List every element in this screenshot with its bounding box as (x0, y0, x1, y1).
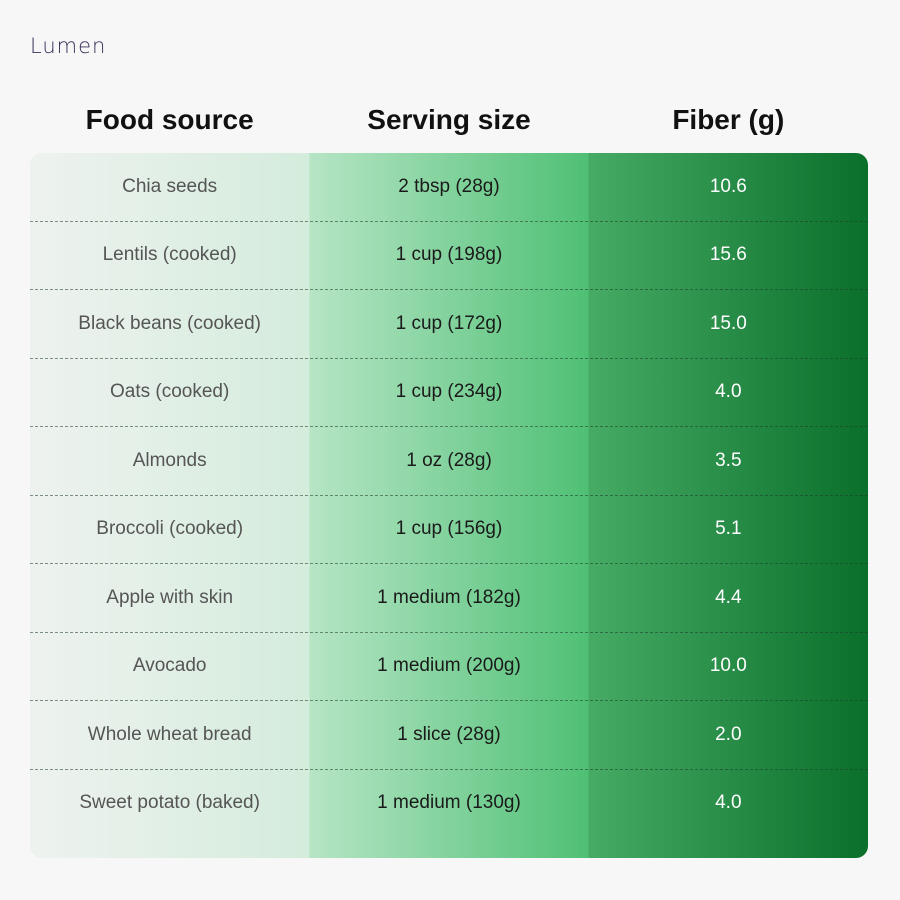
serving-size-cell: 1 cup (156g) (395, 518, 503, 540)
fiber-value-cell: 4.4 (715, 586, 742, 608)
food-source-cell: Chia seeds (122, 175, 218, 197)
fiber-value-cell: 15.6 (709, 244, 747, 266)
table-row: Lentils (cooked) 1 cup (198g) 15.6 (30, 222, 868, 290)
fiber-value-cell: 5.1 (715, 518, 742, 540)
serving-size-cell: 1 slice (28g) (397, 723, 501, 745)
header-serving-size: Serving size (367, 104, 531, 135)
serving-size-cell: 2 tbsp (28g) (398, 175, 500, 197)
fiber-value-cell: 4.0 (715, 381, 742, 403)
serving-size-cell: 1 cup (234g) (395, 381, 503, 403)
table-row: Avocado 1 medium (200g) 10.0 (30, 633, 868, 701)
fiber-value-cell: 10.0 (709, 655, 747, 677)
serving-size-cell: 1 medium (182g) (377, 586, 521, 608)
food-source-cell: Apple with skin (106, 586, 234, 608)
food-source-cell: Avocado (132, 655, 207, 677)
header-fiber: Fiber (g) (672, 104, 785, 135)
table-row: Almonds 1 oz (28g) 3.5 (30, 427, 868, 496)
header-food-source: Food source (85, 104, 254, 135)
serving-size-cell: 1 medium (200g) (377, 655, 521, 677)
table-row: Whole wheat bread 1 slice (28g) 2.0 (30, 701, 868, 770)
table-row: Sweet potato (baked) 1 medium (130g) 4.0 (30, 770, 868, 838)
food-source-cell: Lentils (cooked) (102, 244, 237, 266)
table-row: Oats (cooked) 1 cup (234g) 4.0 (30, 359, 868, 427)
table-row: Black beans (cooked) 1 cup (172g) 15.0 (30, 290, 868, 359)
food-source-cell: Whole wheat bread (87, 723, 252, 745)
lumen-logo: Lumen (30, 34, 107, 58)
fiber-value-cell: 10.6 (709, 175, 747, 197)
fiber-table: Chia seeds 2 tbsp (28g) 10.6 Lentils (cooke… (30, 153, 868, 858)
table-row: Broccoli (cooked) 1 cup (156g) 5.1 (30, 496, 868, 564)
table-row: Chia seeds 2 tbsp (28g) 10.6 (30, 153, 868, 222)
serving-size-cell: 1 cup (172g) (395, 312, 503, 334)
food-source-cell: Oats (cooked) (110, 381, 230, 403)
food-source-cell: Black beans (cooked) (78, 312, 262, 334)
fiber-value-cell: 3.5 (715, 449, 742, 471)
serving-size-cell: 1 medium (130g) (377, 792, 521, 814)
fiber-value-cell: 4.0 (715, 792, 742, 814)
serving-size-cell: 1 oz (28g) (406, 449, 492, 471)
serving-size-cell: 1 cup (198g) (395, 244, 503, 266)
table-header: Food source Serving size Fiber (g) (30, 92, 868, 148)
fiber-value-cell: 2.0 (715, 723, 742, 745)
fiber-value-cell: 15.0 (709, 312, 747, 334)
food-source-cell: Sweet potato (baked) (79, 792, 260, 814)
food-source-cell: Broccoli (cooked) (96, 518, 244, 540)
food-source-cell: Almonds (132, 449, 207, 471)
table-row: Apple with skin 1 medium (182g) 4.4 (30, 564, 868, 633)
